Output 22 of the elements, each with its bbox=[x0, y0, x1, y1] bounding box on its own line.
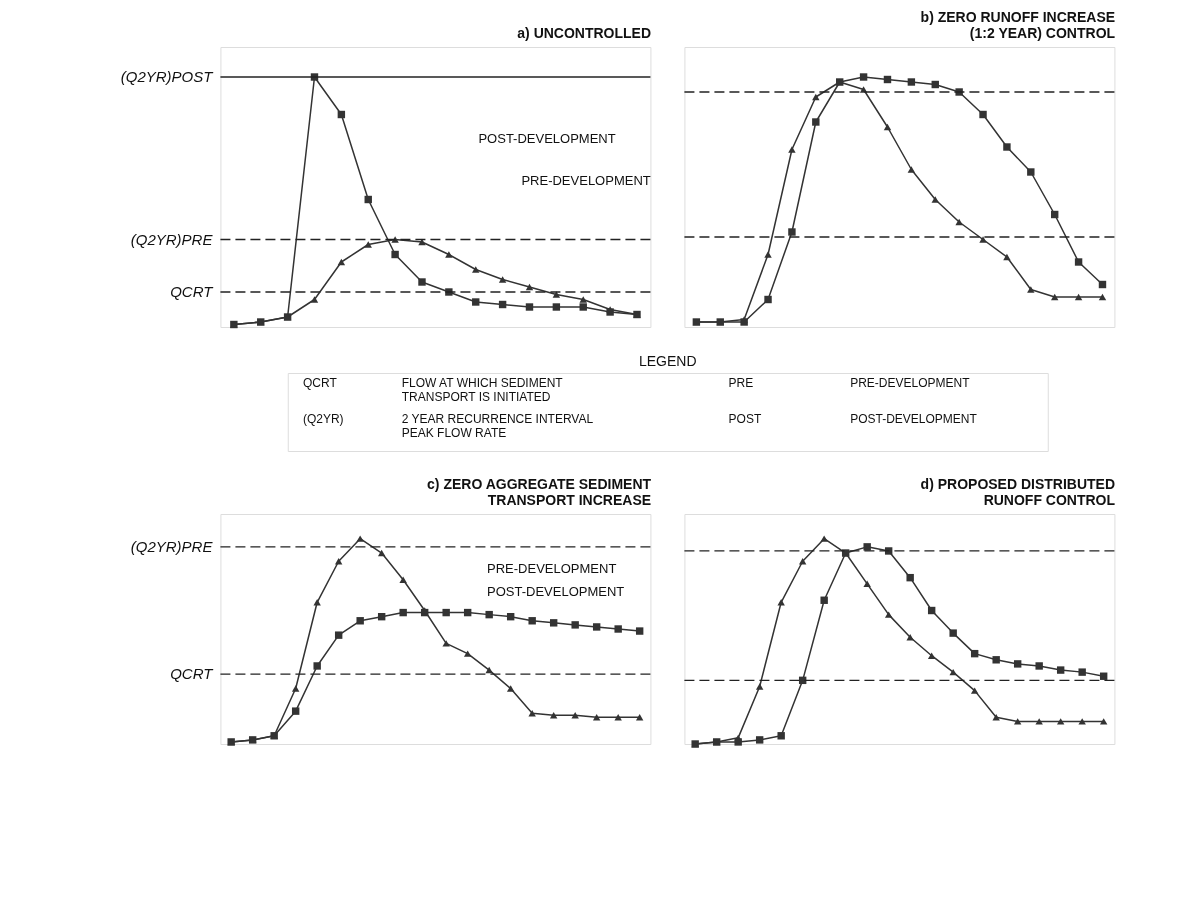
text: POST-DEVELOPMENT bbox=[850, 412, 978, 427]
ref-line-label: QCRT bbox=[170, 665, 215, 683]
text: FLOW AT WHICH SEDIMENT TRANSPORT IS INITIATED bbox=[401, 376, 564, 405]
text: (Q2YR) bbox=[302, 412, 344, 427]
ref-line-label: (Q2YR)PRE bbox=[130, 537, 214, 555]
text: 2 YEAR RECURRENCE INTERVAL PEAK FLOW RATE bbox=[401, 412, 594, 441]
text: PRE-DEVELOPMENT bbox=[850, 376, 971, 391]
text: QCRT bbox=[302, 376, 338, 391]
chart-title: b) ZERO RUNOFF INCREASE (1:2 YEAR) CONTROL bbox=[920, 9, 1116, 41]
ref-line-label: QCRT bbox=[170, 283, 215, 300]
annotation: PRE-DEVELOPMENT bbox=[487, 561, 617, 577]
text: POST bbox=[728, 412, 762, 427]
annotation: POST-DEVELOPMENT bbox=[487, 584, 625, 600]
ref-line-label: (Q2YR)POST bbox=[120, 68, 215, 85]
annotation: POST-DEVELOPMENT bbox=[478, 131, 616, 147]
annotation: PRE-DEVELOPMENT bbox=[521, 173, 651, 189]
chart-title: c) ZERO AGGREGATE SEDIMENT TRANSPORT INCREASE bbox=[427, 476, 652, 508]
text: PRE bbox=[728, 376, 754, 391]
ref-line-label: (Q2YR)PRE bbox=[130, 230, 214, 248]
text: LEGEND bbox=[638, 353, 697, 369]
chart-title: a) UNCONTROLLED bbox=[517, 25, 652, 41]
chart-title: d) PROPOSED DISTRIBUTED RUNOFF CONTROL bbox=[920, 476, 1116, 508]
